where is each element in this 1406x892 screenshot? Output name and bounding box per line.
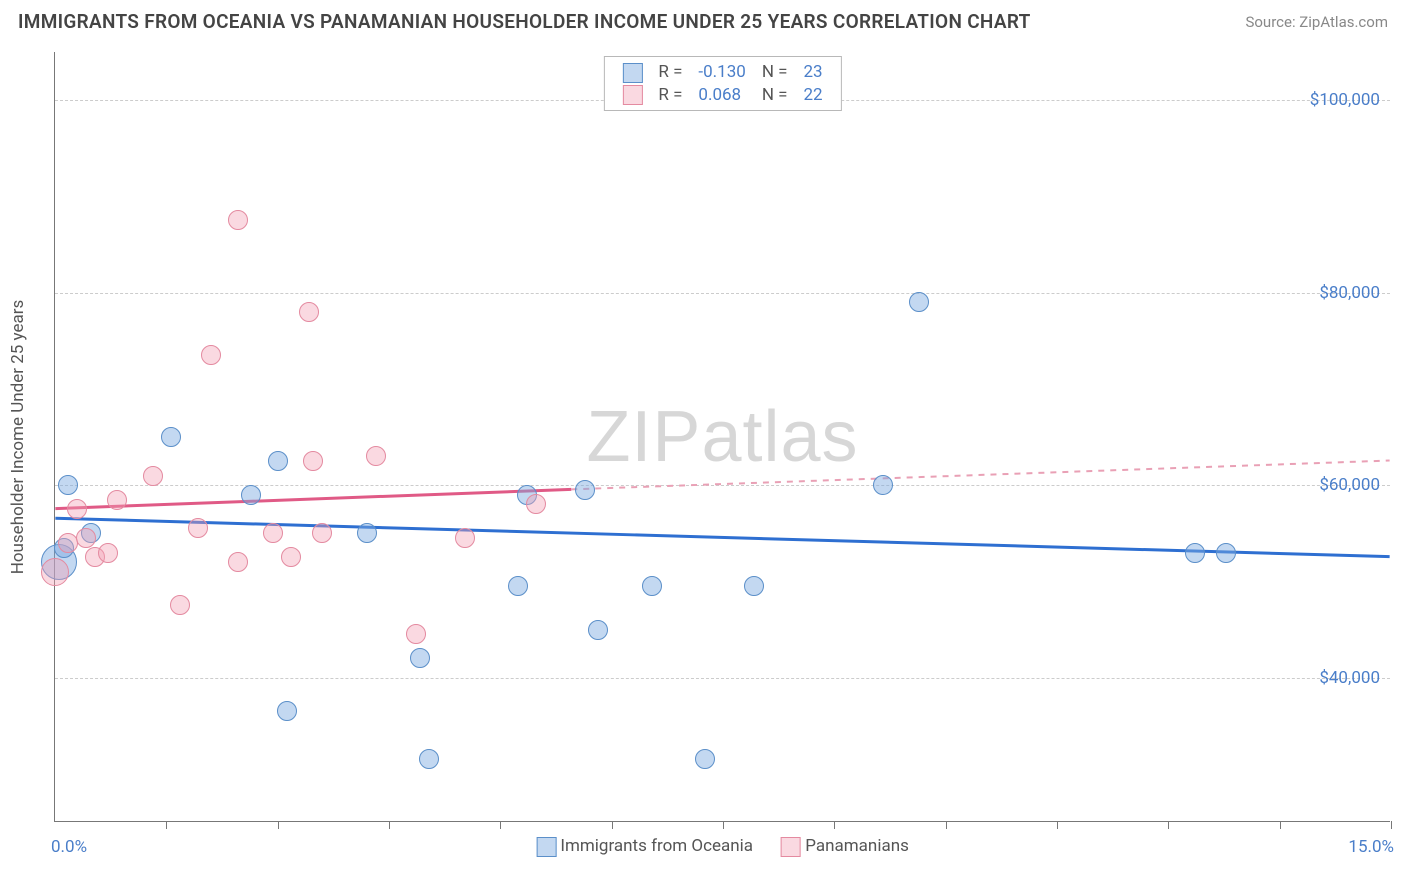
data-point-oceania xyxy=(695,749,715,769)
regression-lines xyxy=(55,52,1390,821)
data-point-panamanians xyxy=(98,543,118,563)
swatch-panamanians xyxy=(781,837,801,857)
x-tick xyxy=(1280,821,1281,829)
data-point-panamanians xyxy=(41,558,69,586)
data-point-panamanians xyxy=(143,466,163,486)
legend-N-value: 23 xyxy=(796,61,831,84)
x-tick xyxy=(1057,821,1058,829)
page-title: IMMIGRANTS FROM OCEANIA VS PANAMANIAN HO… xyxy=(18,10,1031,33)
x-tick xyxy=(612,821,613,829)
data-point-oceania xyxy=(161,427,181,447)
data-point-oceania xyxy=(410,648,430,668)
data-point-panamanians xyxy=(188,518,208,538)
data-point-panamanians xyxy=(281,547,301,567)
source-label: Source: ZipAtlas.com xyxy=(1245,13,1388,31)
legend-label: Immigrants from Oceania xyxy=(560,836,753,856)
legend-R-value: 0.068 xyxy=(690,84,753,107)
swatch-oceania xyxy=(536,837,556,857)
data-point-oceania xyxy=(268,451,288,471)
x-max-label: 15.0% xyxy=(1348,837,1394,857)
x-tick xyxy=(278,821,279,829)
legend-series: Immigrants from Oceania Panamanians xyxy=(522,836,923,857)
legend-item-panamanians: Panamanians xyxy=(781,836,909,856)
data-point-oceania xyxy=(1216,543,1236,563)
data-point-panamanians xyxy=(303,451,323,471)
legend-item-oceania: Immigrants from Oceania xyxy=(536,836,753,856)
legend-stats: R =-0.130N =23R =0.068N =22 xyxy=(603,56,841,111)
data-point-panamanians xyxy=(299,302,319,322)
data-point-oceania xyxy=(588,620,608,640)
data-point-panamanians xyxy=(406,624,426,644)
data-point-panamanians xyxy=(107,490,127,510)
correlation-chart: ZIPatlas $40,000$60,000$80,000$100,000 R… xyxy=(54,52,1390,822)
data-point-panamanians xyxy=(312,523,332,543)
x-tick xyxy=(1168,821,1169,829)
data-point-panamanians xyxy=(228,210,248,230)
data-point-panamanians xyxy=(201,345,221,365)
x-tick xyxy=(946,821,947,829)
legend-label: Panamanians xyxy=(805,836,909,856)
x-min-label: 0.0% xyxy=(51,837,87,857)
data-point-panamanians xyxy=(76,528,96,548)
x-tick xyxy=(1391,821,1392,829)
data-point-oceania xyxy=(909,292,929,312)
legend-N-label: N = xyxy=(754,61,796,84)
legend-stat-row: R =0.068N =22 xyxy=(614,84,830,107)
legend-N-value: 22 xyxy=(796,84,831,107)
data-point-oceania xyxy=(357,523,377,543)
data-point-panamanians xyxy=(67,499,87,519)
data-point-oceania xyxy=(1185,543,1205,563)
swatch-oceania xyxy=(622,63,642,83)
data-point-panamanians xyxy=(228,552,248,572)
data-point-panamanians xyxy=(366,446,386,466)
legend-R-value: -0.130 xyxy=(690,61,753,84)
data-point-oceania xyxy=(575,480,595,500)
data-point-oceania xyxy=(508,576,528,596)
data-point-panamanians xyxy=(263,523,283,543)
data-point-oceania xyxy=(873,475,893,495)
data-point-oceania xyxy=(744,576,764,596)
y-axis-label: Householder Income Under 25 years xyxy=(8,300,28,575)
x-tick xyxy=(723,821,724,829)
legend-N-label: N = xyxy=(754,84,796,107)
data-point-oceania xyxy=(642,576,662,596)
x-tick xyxy=(500,821,501,829)
legend-R-label: R = xyxy=(650,61,690,84)
data-point-oceania xyxy=(241,485,261,505)
x-tick xyxy=(166,821,167,829)
data-point-oceania xyxy=(419,749,439,769)
data-point-panamanians xyxy=(455,528,475,548)
x-tick xyxy=(389,821,390,829)
swatch-panamanians xyxy=(622,85,642,105)
data-point-panamanians xyxy=(170,595,190,615)
x-tick xyxy=(834,821,835,829)
data-point-panamanians xyxy=(526,494,546,514)
legend-stat-row: R =-0.130N =23 xyxy=(614,61,830,84)
data-point-oceania xyxy=(58,475,78,495)
legend-R-label: R = xyxy=(650,84,690,107)
data-point-oceania xyxy=(277,701,297,721)
